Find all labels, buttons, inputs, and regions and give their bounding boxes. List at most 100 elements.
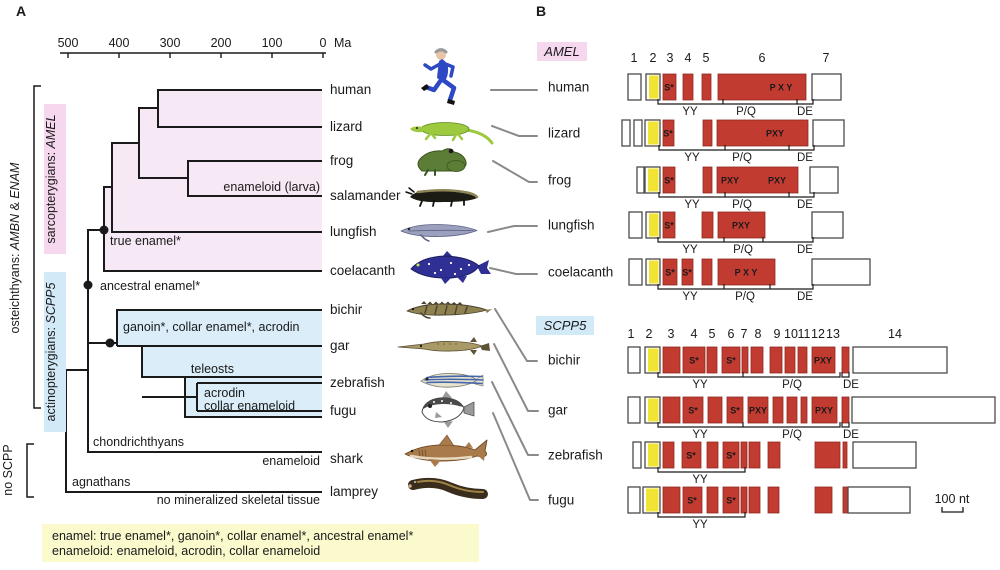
shape <box>448 148 454 154</box>
region-label: YY <box>684 152 700 164</box>
exon-coding <box>682 346 706 374</box>
region-bracket <box>841 372 850 378</box>
exon-signal-fill <box>648 348 659 372</box>
shape <box>408 484 412 488</box>
exon-signal-fill <box>648 168 659 192</box>
exon-coding <box>701 211 714 239</box>
exon-noncoding <box>811 211 844 239</box>
gene-row-lungfish: lungfish S* PXY YY P/Q DE <box>548 211 844 256</box>
exon-motif-label: S* <box>664 83 674 93</box>
axis-tick-label: 400 <box>109 36 130 50</box>
region-label: P/Q <box>735 291 755 303</box>
exon-coding <box>841 396 850 424</box>
exon-number: 11 <box>798 327 811 341</box>
exon-motif-label: S* <box>687 496 697 506</box>
exon-number: 4 <box>691 327 698 341</box>
region-label: P/Q <box>732 199 752 211</box>
region-bracket <box>657 467 746 473</box>
shape <box>426 381 483 385</box>
exon-coding <box>741 346 749 374</box>
scale-bar-bracket <box>941 507 964 513</box>
exon-number: 4 <box>685 51 692 65</box>
exon-coding <box>750 346 764 374</box>
legend-note-line-2: enameloid: enameloid, acrodin, collar en… <box>52 544 320 558</box>
shape <box>463 401 475 417</box>
exon-coding <box>769 346 783 374</box>
shape <box>433 271 437 275</box>
species-label-gar: gar <box>330 338 350 353</box>
exon-coding <box>800 396 808 424</box>
actinopterygii-shade <box>117 309 322 418</box>
exon-motif-label: S* <box>664 221 674 231</box>
region-bracket <box>658 192 815 198</box>
lungfish-illustration <box>400 224 478 242</box>
shape <box>412 479 484 493</box>
shape <box>408 477 488 499</box>
panel-connectors <box>487 89 539 501</box>
shape <box>477 260 491 274</box>
exon-coding <box>722 486 740 514</box>
shape <box>465 128 494 145</box>
connector-coelacanth <box>489 267 538 275</box>
frog-illustration <box>417 148 467 176</box>
exon-noncoding <box>628 258 643 286</box>
exon-number: 6 <box>728 327 735 341</box>
exon-coding <box>811 346 836 374</box>
shape <box>443 343 445 345</box>
shape <box>443 251 453 257</box>
exon-number: 1 <box>631 51 638 65</box>
osteichthyans-label: osteichthyans: AMBN & ENAM <box>8 162 22 334</box>
exon-motif-label: S* <box>688 406 698 416</box>
shape <box>427 262 431 266</box>
sarcopterygii-shade <box>104 89 322 272</box>
exon-motif-label: PXY <box>815 406 833 416</box>
exon-noncoding <box>811 73 842 101</box>
shape <box>453 272 457 276</box>
exon-motif-label: PXY <box>814 356 832 366</box>
exon-coding <box>786 396 798 424</box>
exon-coding <box>841 346 850 374</box>
exon-coding <box>784 346 796 374</box>
region-label: DE <box>797 106 813 118</box>
shape <box>434 48 448 54</box>
exon-coding <box>701 73 712 101</box>
exon-signal-fill <box>648 398 659 422</box>
exon-number: 8 <box>755 327 762 341</box>
shape <box>449 261 453 265</box>
shape <box>455 343 457 345</box>
exon-coding <box>707 396 723 424</box>
shape <box>429 442 485 467</box>
shape <box>423 62 442 71</box>
region-label: YY <box>692 519 708 531</box>
animal-illustrations <box>397 48 494 499</box>
exon-coding <box>740 486 748 514</box>
side-labels: osteichthyans: AMBN & ENAM sarcopterygian… <box>1 85 66 498</box>
gene-row-fugu: fugu S* S* YY <box>548 486 911 531</box>
exon-noncoding <box>627 346 641 374</box>
exon-coding <box>662 396 681 424</box>
tree-annotation: no mineralized skeletal tissue <box>157 493 320 507</box>
gene-row-coelacanth: coelacanth S* S* P X Y YY P/Q DE <box>548 258 871 303</box>
shape <box>420 234 430 242</box>
time-axis: 500 400 300 200 100 0 <box>58 36 327 58</box>
exon-number: 3 <box>668 327 675 341</box>
shape <box>418 449 427 457</box>
shape <box>424 305 468 315</box>
exon-motif-label: P X Y <box>770 83 793 93</box>
exon-noncoding <box>851 396 996 424</box>
exon-number: 2 <box>646 327 653 341</box>
no-scpp-bracket <box>26 443 34 498</box>
exon-coding <box>716 166 799 194</box>
exon-coding <box>726 396 744 424</box>
shape <box>436 50 446 60</box>
tree-annotation: chondrichthyans <box>93 435 184 449</box>
exon-coding <box>702 119 713 147</box>
exon-coding <box>662 486 681 514</box>
ancestral-enamel-node <box>83 280 93 290</box>
gene-row-label-lungfish: lungfish <box>548 218 595 233</box>
exon-noncoding <box>852 441 917 469</box>
tree-annotation: teleosts <box>191 362 234 376</box>
exon-motif-label: S* <box>726 451 736 461</box>
exon-motif-label: S* <box>730 406 740 416</box>
exon-motif-label: PXY <box>732 221 750 231</box>
